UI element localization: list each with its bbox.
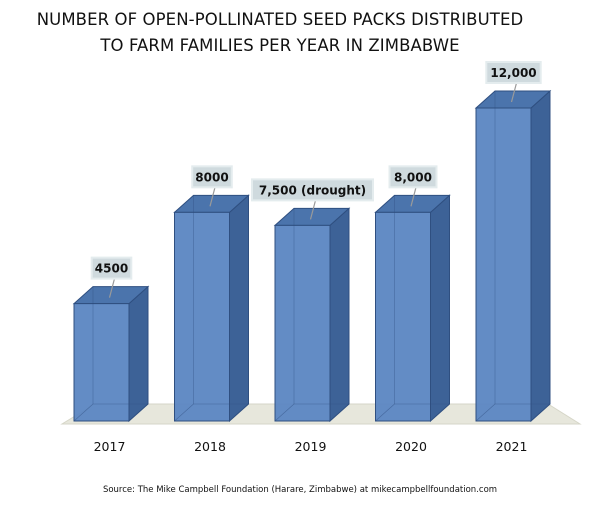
bar-side — [329, 207, 350, 423]
data-label: 7,500 (drought) — [259, 183, 366, 197]
bar-side — [128, 285, 149, 423]
data-label-box — [388, 165, 438, 189]
bar-front — [274, 224, 331, 422]
chart-source-note: Source: The Mike Campbell Foundation (Ha… — [102, 485, 498, 495]
data-label: 12,000 — [490, 66, 536, 80]
bar-side — [229, 194, 249, 423]
bar-front — [375, 211, 431, 422]
data-label: 8,000 — [394, 170, 432, 184]
x-tick-label: 2018 — [194, 439, 226, 454]
bar-front — [174, 211, 230, 422]
data-label-box — [485, 61, 542, 84]
data-label-leader — [309, 200, 317, 220]
x-tick-label: 2020 — [395, 439, 427, 454]
data-label-leader — [209, 187, 216, 207]
data-label-box — [90, 256, 133, 280]
bar-side — [430, 194, 450, 423]
data-label: 4500 — [95, 262, 128, 276]
chart-title-line-1: NUMBER OF OPEN-POLLINATED SEED PACKS DIS… — [36, 10, 524, 29]
bar-inner-edge — [475, 403, 496, 422]
data-label-leader — [510, 82, 518, 103]
data-label-leader — [108, 278, 116, 298]
bar-inner-edge — [274, 403, 295, 422]
bar-inner-edge — [73, 403, 94, 422]
bar-front — [475, 107, 532, 422]
data-label-leader — [410, 187, 417, 207]
data-label-box — [251, 178, 374, 202]
data-label-box — [191, 165, 233, 189]
bar-inner-edge — [375, 403, 395, 422]
bar-side — [530, 89, 551, 423]
chart-title-line-2: TO FARM FAMILIES PER YEAR IN ZIMBABWE — [100, 36, 460, 55]
data-label: 8000 — [195, 170, 228, 184]
x-tick-label: 2019 — [295, 439, 327, 454]
bar-front — [73, 303, 130, 422]
x-tick-label: 2021 — [496, 439, 528, 454]
x-tick-label: 2017 — [94, 439, 126, 454]
bar-inner-edge — [174, 403, 194, 422]
